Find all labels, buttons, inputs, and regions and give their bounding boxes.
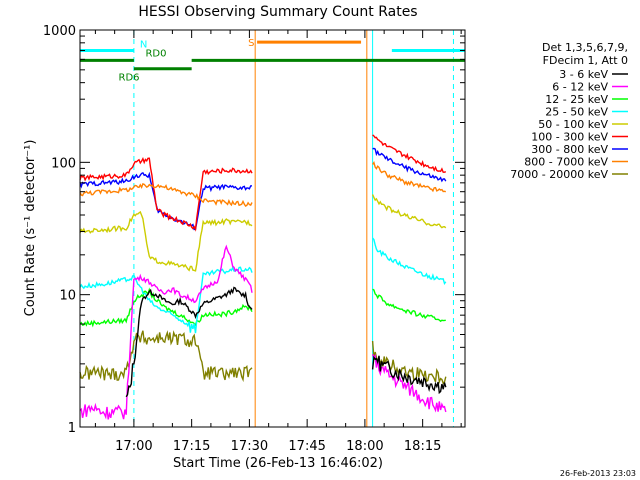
legend-label-6-12-kev: 6 - 12 keV	[552, 81, 608, 94]
y-tick-label: 10	[59, 289, 76, 304]
flag-label-s: S	[248, 38, 254, 49]
axis-ticks: 1 10 100 1000 17:00 17:15 17:30 17:45 18:00 18:15	[43, 24, 465, 454]
flag-label-rd6: RD6	[119, 73, 140, 84]
series-line-50-100-kev	[79, 194, 447, 272]
timestamp: 26-Feb-2013 23:03	[560, 469, 636, 478]
x-tick-label: 18:00	[346, 439, 383, 454]
series-line-25-50-kev	[79, 237, 447, 334]
legend-label-7000-20000-kev: 7000 - 20000 keV	[510, 168, 608, 181]
series-line-3-6-kev	[125, 286, 447, 398]
y-tick-label: 100	[51, 156, 76, 171]
legend-header-line-1: Det 1,3,5,6,7,9,	[542, 41, 628, 54]
series-line-100-300-kev	[79, 134, 447, 232]
legend-label-25-50-kev: 25 - 50 keV	[545, 106, 608, 119]
x-axis-label: Start Time (26-Feb-13 16:46:02)	[173, 456, 383, 471]
chart-title: HESSI Observing Summary Count Rates	[138, 4, 417, 20]
series-line-800-7000-kev	[79, 161, 447, 208]
series-line-6-12-kev	[79, 244, 447, 420]
legend: Det 1,3,5,6,7,9, FDecim 1, Att 0 3 - 6 k…	[510, 41, 628, 181]
legend-header-line-2: FDecim 1, Att 0	[543, 54, 628, 67]
y-tick-label: 1000	[43, 24, 76, 39]
y-tick-label: 1	[68, 421, 76, 436]
legend-label-800-7000-kev: 800 - 7000 keV	[524, 156, 608, 169]
flag-label-n: N	[140, 39, 147, 50]
series-line-300-800-kev	[79, 147, 447, 231]
plot-frame	[79, 29, 466, 428]
x-tick-label: 18:15	[404, 439, 441, 454]
legend-label-100-300-kev: 100 - 300 keV	[531, 131, 608, 144]
flag-label-rd0: RD0	[145, 48, 166, 59]
x-tick-label: 17:30	[231, 439, 268, 454]
y-axis-label: Count Rate (s⁻¹ detector⁻¹)	[23, 140, 38, 317]
plot-area: N S RD0 RD6	[79, 30, 465, 427]
x-tick-label: 17:45	[288, 439, 325, 454]
legend-label-300-800-kev: 300 - 800 keV	[531, 143, 608, 156]
series-line-7000-20000-kev	[79, 330, 447, 385]
legend-label-3-6-kev: 3 - 6 keV	[559, 68, 608, 81]
x-tick-label: 17:00	[115, 439, 152, 454]
x-tick-label: 17:15	[173, 439, 210, 454]
legend-label-12-25-kev: 12 - 25 keV	[545, 93, 608, 106]
series-line-12-25-kev	[79, 287, 446, 328]
legend-label-50-100-kev: 50 - 100 keV	[538, 118, 608, 131]
